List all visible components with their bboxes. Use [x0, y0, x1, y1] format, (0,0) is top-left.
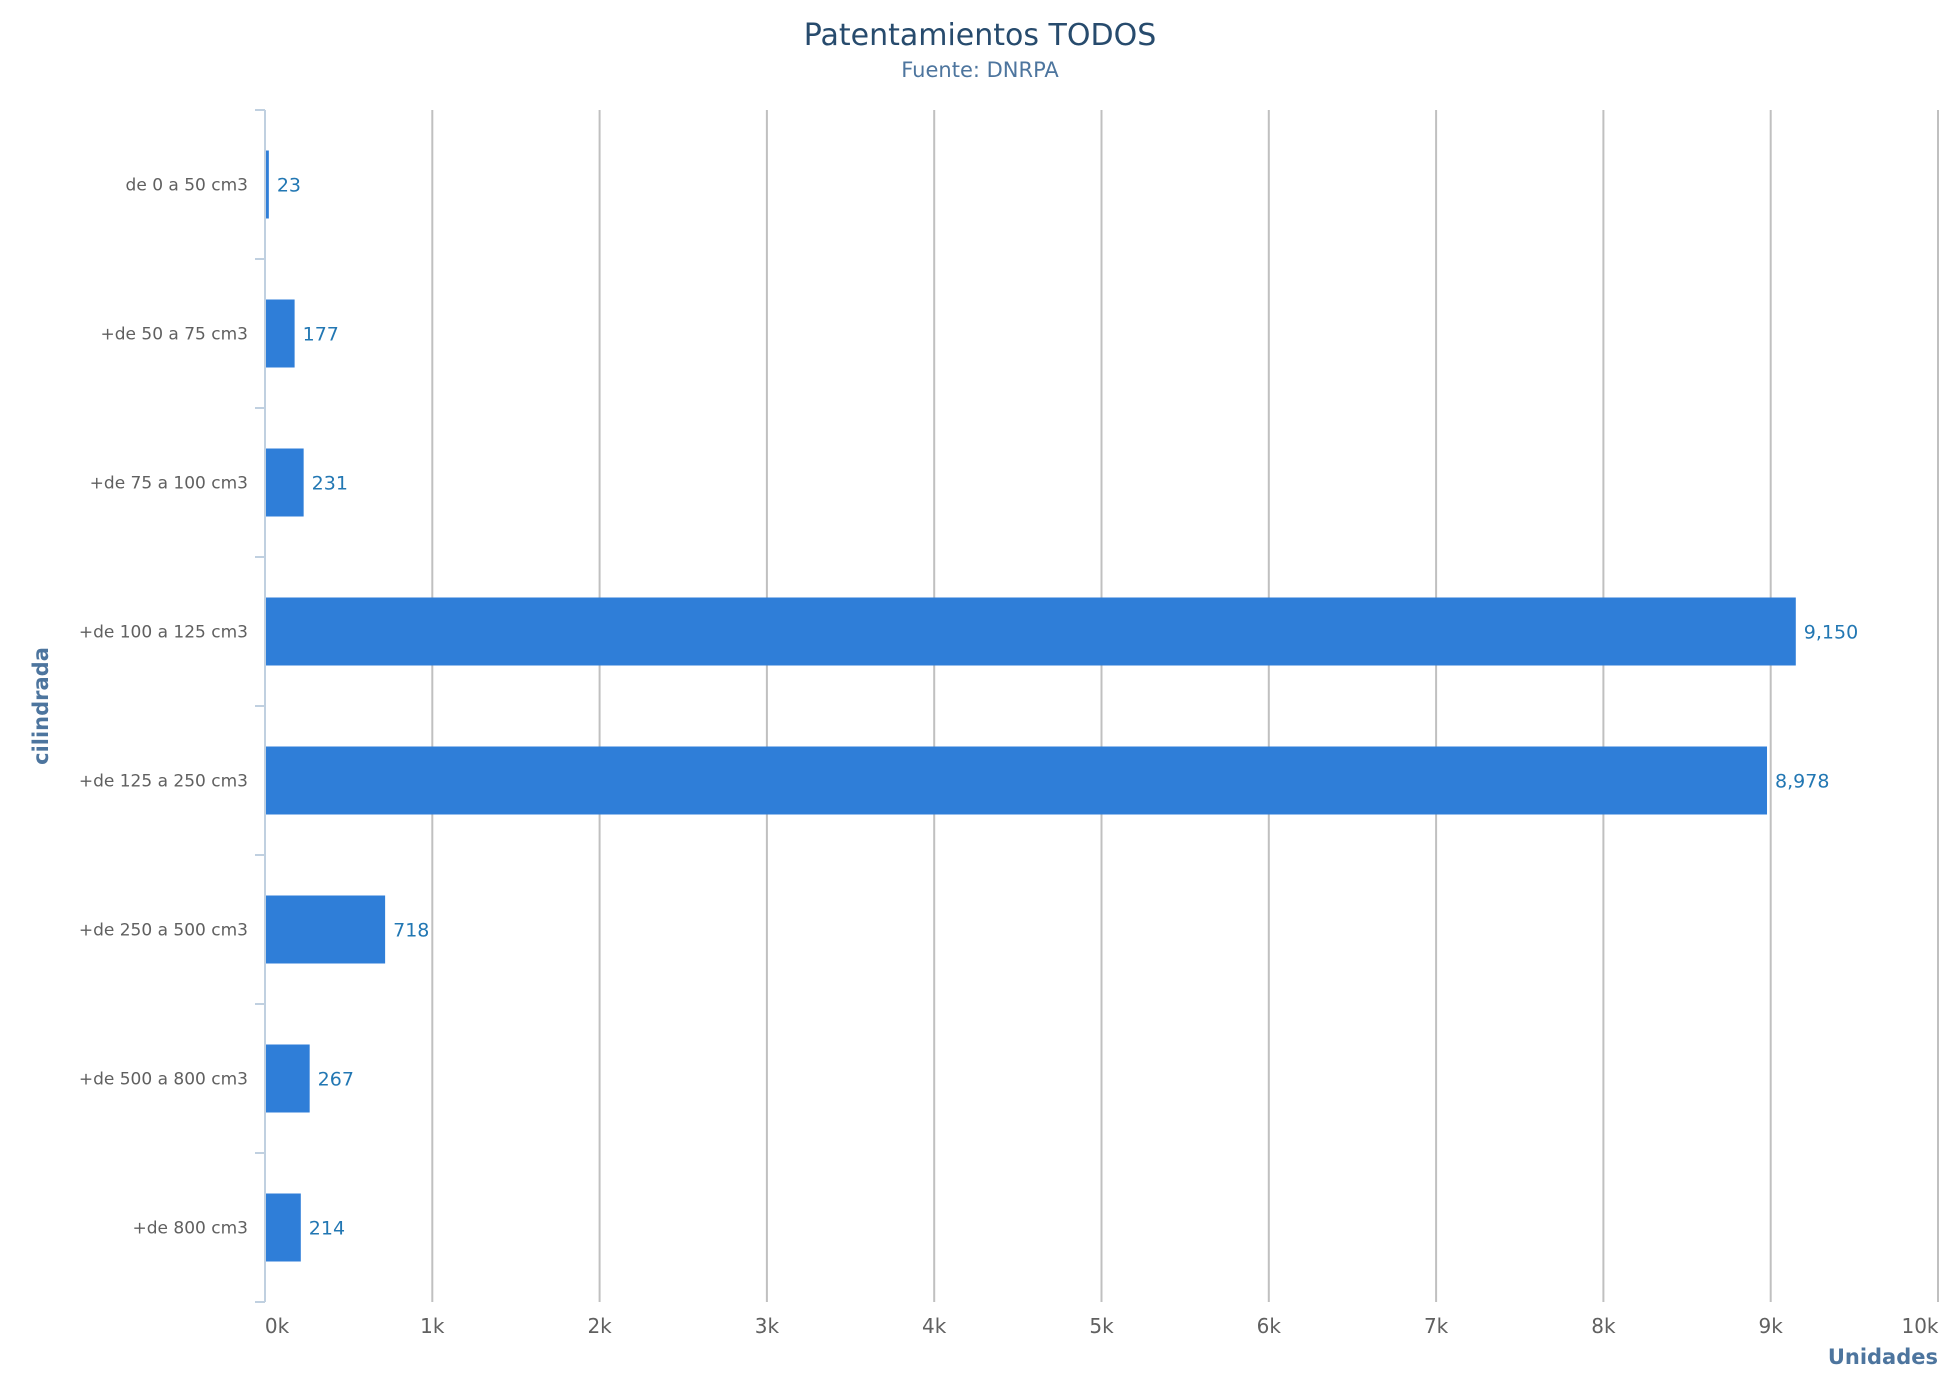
category-axis: de 0 a 50 cm3 +de 50 a 75 cm3 +de 75 a 100…: [79, 110, 265, 1302]
bar: [266, 300, 295, 368]
category-label: de 0 a 50 cm3: [126, 176, 248, 196]
bar: [266, 449, 304, 517]
bar: [266, 598, 1796, 666]
category-label: +de 50 a 75 cm3: [100, 325, 248, 345]
value-tick-label: 2k: [587, 1314, 612, 1338]
data-label: 9,150: [1804, 622, 1858, 644]
category-label: +de 100 a 125 cm3: [79, 623, 248, 643]
bar: [266, 747, 1767, 815]
value-tick-label: 5k: [1089, 1314, 1114, 1338]
value-tick-label: 4k: [922, 1314, 947, 1338]
value-tick-label: 6k: [1257, 1314, 1282, 1338]
bar: [266, 151, 269, 219]
value-tick-label: 1k: [420, 1314, 445, 1338]
category-label: +de 75 a 100 cm3: [90, 474, 248, 494]
value-axis: 0k 1k 2k 3k 4k 5k 6k 7k 8k 9k 10k: [265, 1314, 1939, 1338]
value-tick-label: 10k: [1901, 1314, 1938, 1338]
value-tick-label: 3k: [755, 1314, 780, 1338]
value-axis-title: Unidades: [1828, 1345, 1938, 1369]
data-labels: 23 177 231 9,150 8,978 718 267 214: [277, 175, 1858, 1240]
value-tick-label: 7k: [1424, 1314, 1449, 1338]
category-label: +de 125 a 250 cm3: [79, 772, 248, 792]
data-label: 267: [318, 1069, 354, 1091]
data-label: 8,978: [1775, 771, 1829, 793]
value-tick-label: 0k: [265, 1314, 290, 1338]
category-label: +de 800 cm3: [133, 1219, 248, 1239]
category-axis-title: cilindrada: [29, 647, 53, 765]
data-label: 718: [393, 920, 429, 942]
bar: [266, 896, 385, 964]
category-label: +de 500 a 800 cm3: [79, 1070, 248, 1090]
data-label: 23: [277, 175, 301, 197]
bar: [266, 1194, 301, 1262]
bars: [266, 151, 1796, 1262]
gridlines: [432, 110, 1938, 1302]
data-label: 231: [312, 473, 348, 495]
value-tick-label: 9k: [1759, 1314, 1784, 1338]
category-label: +de 250 a 500 cm3: [79, 921, 248, 941]
data-label: 214: [309, 1218, 345, 1240]
data-label: 177: [303, 324, 339, 346]
bar: [266, 1045, 310, 1113]
value-tick-label: 8k: [1591, 1314, 1616, 1338]
